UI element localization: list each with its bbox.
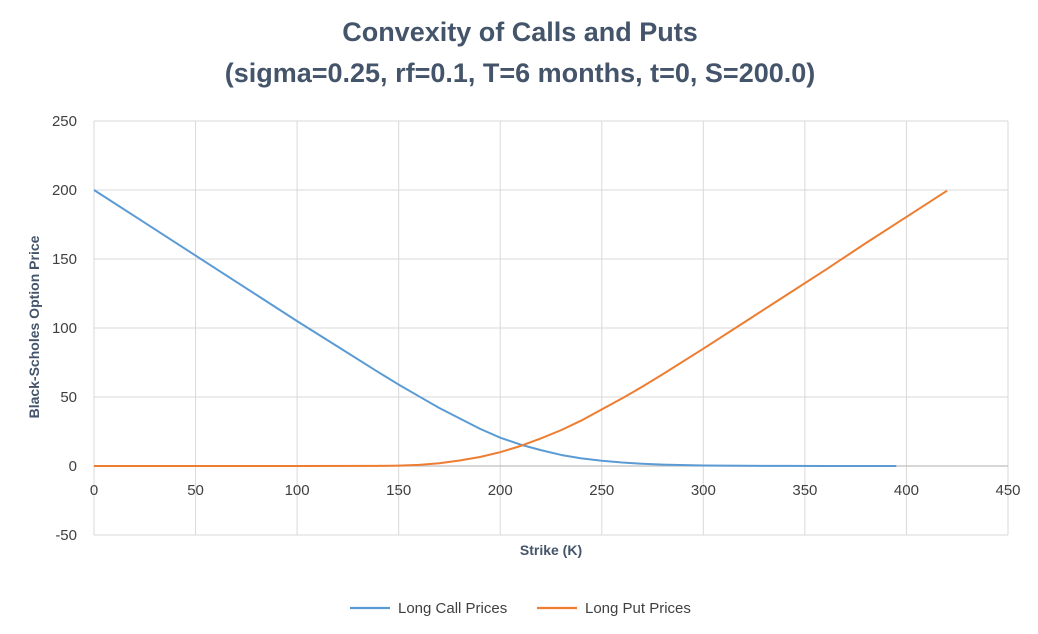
x-tick-label: 300 [691, 482, 716, 499]
y-tick-label: 150 [52, 251, 77, 268]
series-lines [93, 189, 948, 467]
x-tick-label: 250 [589, 482, 614, 499]
legend-label-put: Long Put Prices [585, 600, 691, 617]
y-tick-label: 100 [52, 320, 77, 337]
tick-labels: 0 50 100 150 200 250 300 350 400 450 -50 0 50 100 150 2… [52, 113, 1021, 544]
chart-title: Convexity of Calls and Puts [342, 17, 698, 47]
legend-label-call: Long Call Prices [398, 600, 507, 617]
chart-subtitle: (sigma=0.25, rf=0.1, T=6 months, t=0, S=… [225, 58, 816, 88]
x-tick-label: 200 [488, 482, 513, 499]
y-tick-label: 250 [52, 113, 77, 130]
x-tick-label: 0 [90, 482, 98, 499]
y-axis-label: Black-Scholes Option Price [26, 235, 42, 418]
x-tick-label: 100 [285, 482, 310, 499]
y-tick-label: 0 [69, 458, 77, 475]
series-line-put [94, 189, 948, 467]
y-tick-label: -50 [55, 527, 77, 544]
x-tick-label: 50 [187, 482, 204, 499]
x-axis-label: Strike (K) [520, 542, 582, 558]
y-tick-label: 50 [60, 389, 77, 406]
x-tick-label: 350 [792, 482, 817, 499]
x-tick-label: 400 [894, 482, 919, 499]
legend: Long Call Prices Long Put Prices [350, 600, 691, 617]
x-tick-label: 450 [995, 482, 1020, 499]
x-tick-label: 150 [386, 482, 411, 499]
y-tick-label: 200 [52, 182, 77, 199]
series-line-call [93, 189, 897, 467]
gridlines [93, 120, 1009, 536]
